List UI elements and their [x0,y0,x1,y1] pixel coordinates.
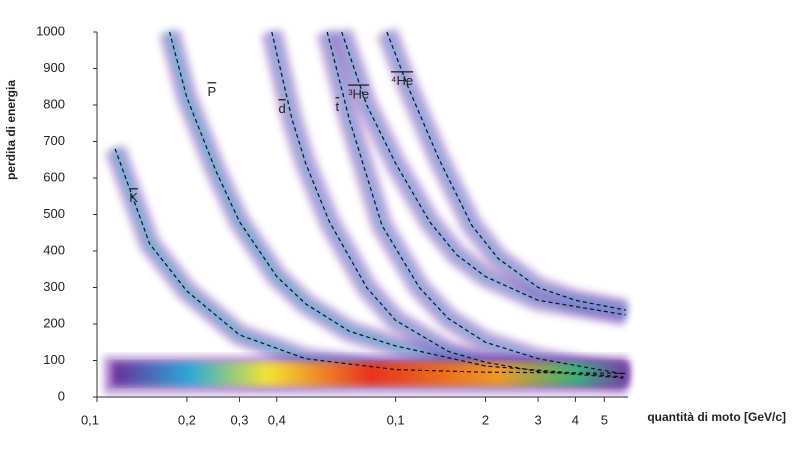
x-axis-title: quantità di moto [GeV/c] [647,410,786,424]
base-band-core [112,362,628,386]
y-tick-label: 400 [43,242,65,257]
curve [326,31,626,375]
y-tick-label: 500 [43,206,65,221]
density-core [382,30,627,315]
x-tick-label: 0,1 [81,412,99,427]
curve-label: K [129,190,138,205]
y-tick-label: 900 [43,60,65,75]
x-tick-label: 0,2 [178,412,196,427]
y-tick-label: 800 [43,96,65,111]
x-tick-label: 5 [601,412,608,427]
y-tick-label: 700 [43,133,65,148]
curve [271,31,624,379]
x-tick-label: 2 [482,412,489,427]
curve [114,148,629,374]
x-tick-label: 0,4 [268,412,286,427]
curve-label: d [278,101,285,116]
y-tick-label: 200 [43,315,65,330]
x-tick-label: 0,1 [387,412,405,427]
curve [386,31,626,311]
curve [341,31,626,316]
y-tick-label: 300 [43,279,65,294]
y-tick-label: 600 [43,169,65,184]
y-tick-label: 1000 [36,23,65,38]
curve-label: t [336,99,340,114]
y-axis-title: perdita di energia [4,80,18,180]
curve-label: ⁴He [391,73,413,88]
density-core [337,30,627,320]
curve [169,31,624,378]
density-core [322,30,627,379]
y-tick-label: 0 [58,388,65,403]
curve-label: P [208,84,217,99]
x-tick-label: 3 [534,412,541,427]
x-tick-label: 0,3 [230,412,248,427]
x-tick-label: 4 [572,412,579,427]
curve-label: ³He [348,86,369,101]
y-tick-label: 100 [43,352,65,367]
